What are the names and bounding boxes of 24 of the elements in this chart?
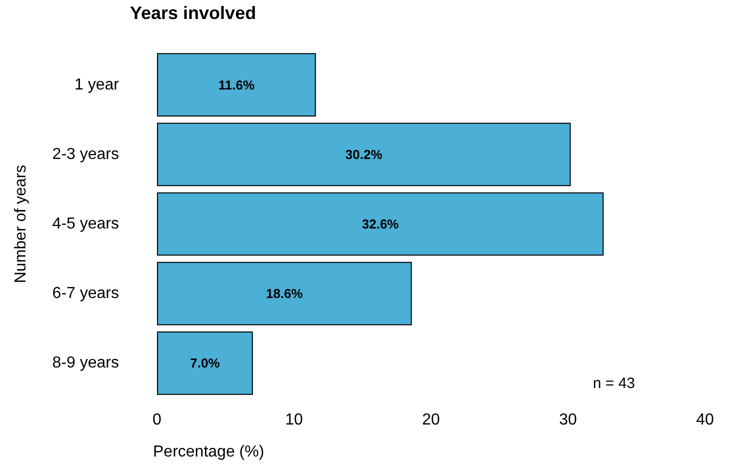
bar <box>157 192 604 256</box>
y-tick-label: 4-5 years <box>52 216 119 232</box>
x-tick-label: 10 <box>285 412 303 428</box>
y-tick-label: 8-9 years <box>52 354 119 372</box>
data-label: 18.6% <box>266 286 304 302</box>
y-tick-label: 1 year <box>74 76 120 94</box>
x-tick-label: 20 <box>422 412 440 428</box>
x-axis-title: Percentage (%) <box>153 444 264 460</box>
x-tick-label: 30 <box>559 412 577 428</box>
bar <box>157 53 316 116</box>
data-label: 11.6% <box>218 77 255 92</box>
bar <box>157 122 571 186</box>
data-label: 30.2% <box>345 146 383 162</box>
data-label: 7.0% <box>190 356 220 371</box>
y-tick-label: 2-3 years <box>52 146 119 163</box>
annotation: n = 43 <box>592 375 636 392</box>
x-tick-label: 0 <box>152 412 162 428</box>
chart-title: Years involved <box>130 3 256 23</box>
bar <box>157 332 253 395</box>
y-tick-label: 6-7 years <box>52 285 119 302</box>
bar <box>157 262 412 326</box>
x-tick-label: 40 <box>696 412 714 428</box>
data-label: 32.6% <box>362 216 400 232</box>
y-axis-title: Number of years <box>12 164 30 284</box>
